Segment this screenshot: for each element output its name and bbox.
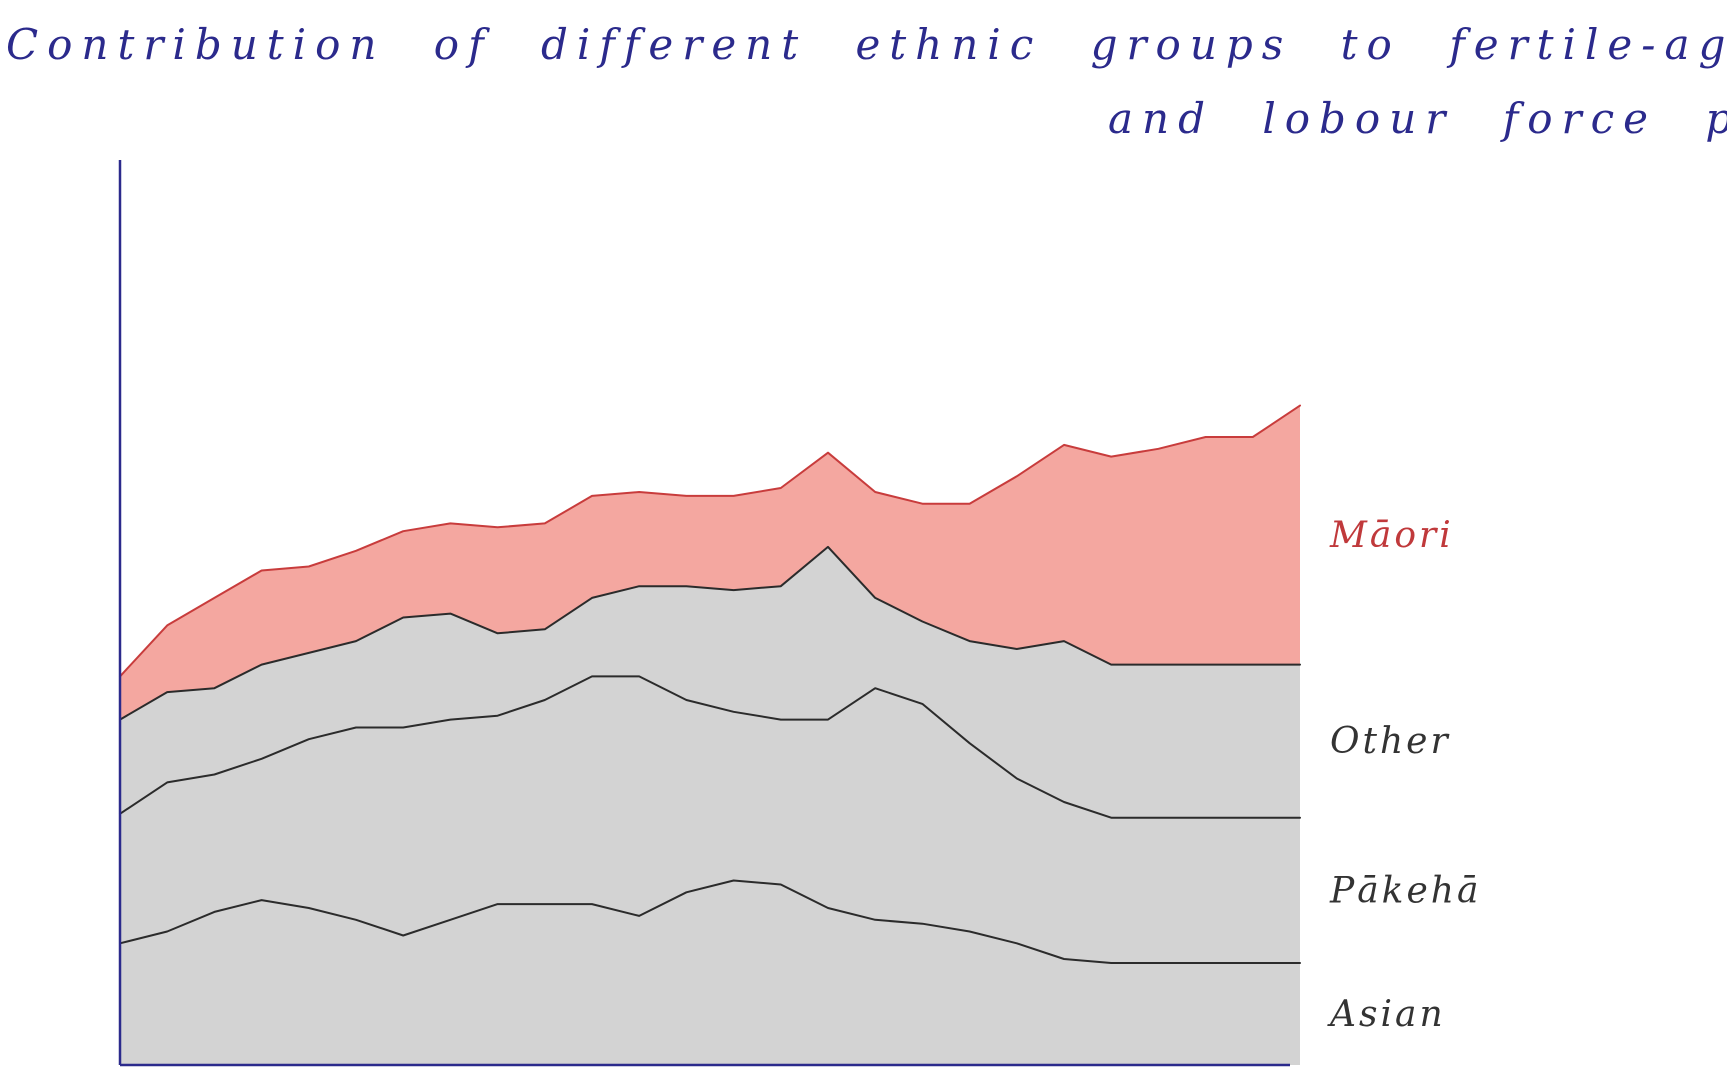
boundary-line-other	[119, 545, 1301, 721]
area-asian	[120, 880, 1300, 1065]
area-pakeha	[120, 676, 1300, 963]
chart-subtitle: and lobour force participation	[1108, 94, 1727, 143]
series-label-other: Other	[1330, 721, 1451, 762]
series-label-asian: Asian	[1327, 994, 1446, 1035]
boundary-line-maori	[119, 404, 1301, 678]
series-label-maori: Māori	[1329, 515, 1454, 556]
series-label-pakeha: Pākehā	[1329, 870, 1481, 911]
area-other	[120, 546, 1300, 818]
boundary-line-asian	[119, 879, 1301, 964]
chart-title: Contribution of different ethnic groups …	[6, 20, 1727, 69]
boundary-line-pakeha	[119, 675, 1301, 819]
